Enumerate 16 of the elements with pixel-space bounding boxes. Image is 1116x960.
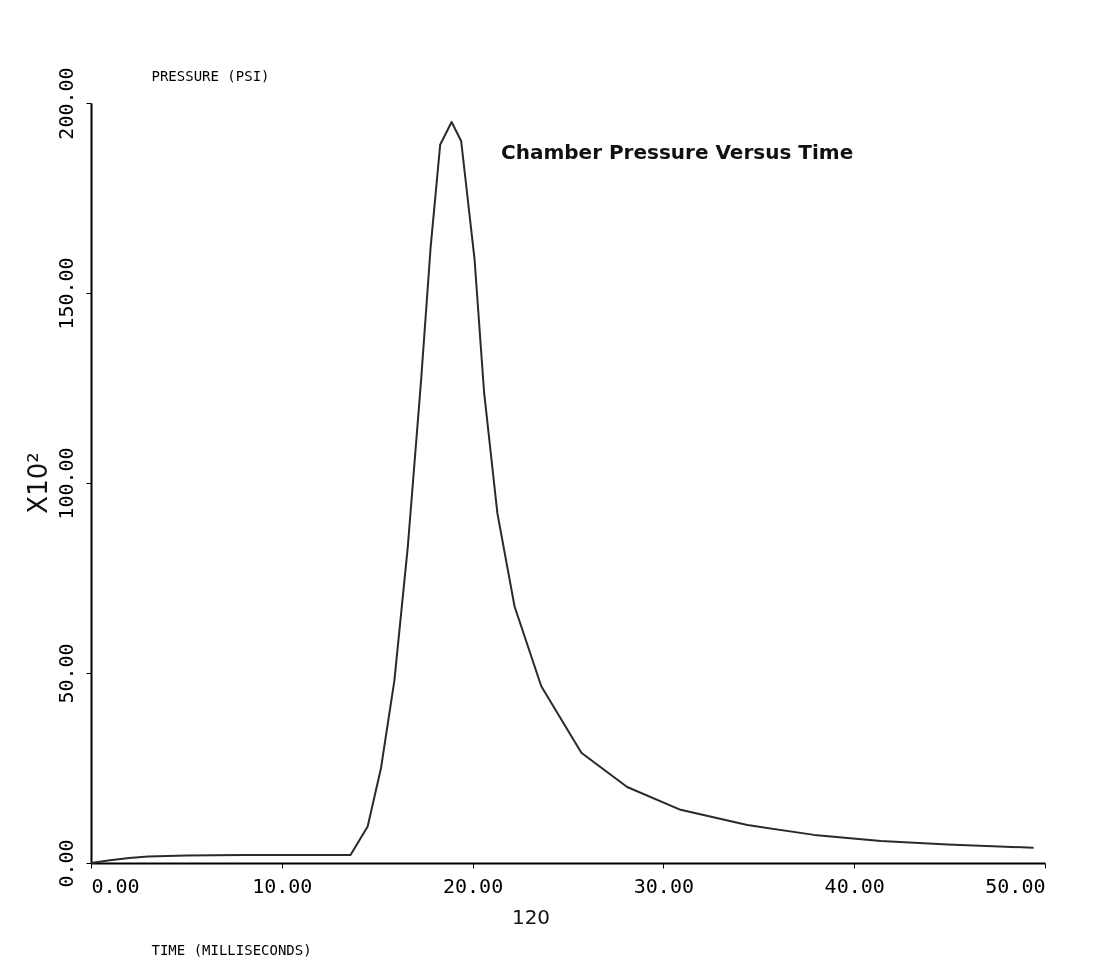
y-tick-label: 150.00: [53, 257, 78, 330]
x-tick-label: 50.00: [985, 873, 1046, 898]
x-tick-label: 10.00: [252, 873, 313, 898]
y-axis-title: PRESSURE (PSI): [151, 67, 270, 84]
text: 120: [511, 905, 551, 929]
x-tick-label: 40.00: [824, 873, 885, 898]
text: Chamber Pressure Versus Time: [501, 140, 854, 164]
x-tick-label: 0.00: [91, 873, 140, 898]
y-tick-label: 50.00: [53, 643, 78, 704]
text: X10²: [23, 452, 53, 514]
x-tick-label: 20.00: [442, 873, 504, 898]
y-tick-label: 100.00: [53, 447, 78, 520]
line-series: [90, 121, 1035, 864]
x-axis-title: TIME (MILLISECONDS): [151, 941, 312, 958]
y-tick-label: 200.00: [53, 67, 78, 140]
x-tick-label: 30.00: [633, 873, 695, 898]
